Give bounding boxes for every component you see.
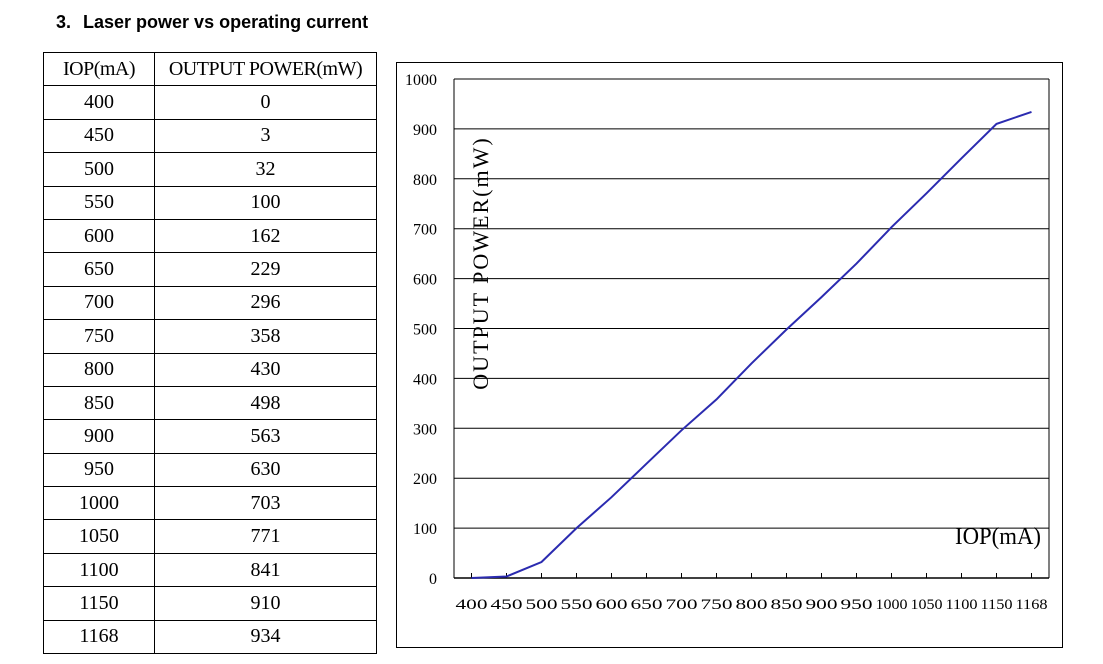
cell-iop: 1100 <box>43 552 155 588</box>
y-tick-label: 600 <box>413 272 437 289</box>
x-tick-label: 950 <box>841 597 873 613</box>
cell-iop: 950 <box>43 452 155 488</box>
cell-iop: 500 <box>43 152 155 187</box>
y-tick-label: 700 <box>413 222 437 239</box>
cell-output-power: 910 <box>154 586 377 621</box>
table-row: 850 498 <box>43 385 377 421</box>
table-row: 400 0 <box>43 85 377 120</box>
section-title: Laser power vs operating current <box>83 12 369 32</box>
data-line <box>471 110 1032 579</box>
cell-output-power: 430 <box>154 352 377 387</box>
cell-output-power: 630 <box>154 452 377 488</box>
chart-frame: 0 100 200 300 400 500 600 700 800 900 1000 400 450 50… <box>396 62 1063 648</box>
cell-output-power: 32 <box>154 152 377 187</box>
y-tick-label: 200 <box>413 471 437 488</box>
cell-iop: 1000 <box>43 486 155 521</box>
table-row: 500 32 <box>43 152 377 187</box>
table-row: 750 358 <box>43 319 377 354</box>
y-tick-label: 300 <box>413 421 437 438</box>
x-tick-label: 850 <box>771 597 803 613</box>
x-tick-label: 800 <box>736 597 768 613</box>
cell-output-power: 229 <box>154 252 377 287</box>
column-header-output-power: OUTPUT POWER(mW) <box>154 51 377 87</box>
table-row: 1100 841 <box>43 552 377 588</box>
y-axis-label: OUTPUT POWER(mW) <box>468 136 493 389</box>
x-tick-label: 1000 <box>876 597 908 613</box>
table-row: 900 563 <box>43 419 377 454</box>
power-current-table: IOP(mA) OUTPUT POWER(mW) 400 0 450 3 500 32 55… <box>43 51 377 655</box>
table-row: 1000 703 <box>43 486 377 521</box>
table-row: 550 100 <box>43 185 377 220</box>
table-row: 700 296 <box>43 285 377 321</box>
x-tick-label: 450 <box>491 597 523 613</box>
cell-output-power: 841 <box>154 552 377 588</box>
x-tick-label: 1050 <box>911 597 943 613</box>
cell-iop: 650 <box>43 252 155 287</box>
table-body: 400 0 450 3 500 32 550 100 600 162 650 229 700 296 750… <box>43 85 377 655</box>
table-row: 450 3 <box>43 118 377 154</box>
cell-iop: 1050 <box>43 519 155 554</box>
cell-output-power: 934 <box>154 619 377 655</box>
cell-iop: 850 <box>43 385 155 421</box>
y-tick-label: 0 <box>429 571 437 588</box>
cell-output-power: 3 <box>154 118 377 154</box>
y-tick-label: 1000 <box>405 72 437 89</box>
table-header-row: IOP(mA) OUTPUT POWER(mW) <box>43 51 377 87</box>
x-axis-label: IOP(mA) <box>955 524 1041 550</box>
cell-iop: 550 <box>43 185 155 220</box>
cell-iop: 750 <box>43 319 155 354</box>
cell-output-power: 703 <box>154 486 377 521</box>
cell-iop: 400 <box>43 85 155 120</box>
x-tick-label: 900 <box>806 597 838 613</box>
table-row: 650 229 <box>43 252 377 287</box>
x-tick-label: 1150 <box>981 597 1013 613</box>
cell-output-power: 162 <box>154 218 377 254</box>
x-tick-label: 1100 <box>946 597 978 613</box>
cell-output-power: 358 <box>154 319 377 354</box>
table-row: 950 630 <box>43 452 377 488</box>
x-tick-label: 1168 <box>1016 597 1048 613</box>
table-row: 1150 910 <box>43 586 377 621</box>
cell-iop: 900 <box>43 419 155 454</box>
cell-output-power: 498 <box>154 385 377 421</box>
cell-iop: 1150 <box>43 586 155 621</box>
y-tick-label: 900 <box>413 122 437 139</box>
cell-output-power: 296 <box>154 285 377 321</box>
y-tick-label: 100 <box>413 521 437 538</box>
table-row: 1168 934 <box>43 619 377 655</box>
table-row: 800 430 <box>43 352 377 387</box>
cell-output-power: 100 <box>154 185 377 220</box>
y-tick-label: 400 <box>413 371 437 388</box>
x-tick-label: 500 <box>526 597 558 613</box>
cell-iop: 800 <box>43 352 155 387</box>
y-tick-label: 800 <box>413 172 437 189</box>
x-tick-label: 650 <box>631 597 663 613</box>
x-tick-label: 400 <box>456 597 488 613</box>
y-tick-label: 500 <box>413 322 437 339</box>
cell-output-power: 771 <box>154 519 377 554</box>
x-tick-label: 700 <box>666 597 698 613</box>
cell-iop: 450 <box>43 118 155 154</box>
section-number: 3. <box>56 12 72 32</box>
x-tick-label: 750 <box>701 597 733 613</box>
cell-iop: 1168 <box>43 619 155 655</box>
table-row: 600 162 <box>43 218 377 254</box>
cell-output-power: 563 <box>154 419 377 454</box>
column-header-iop: IOP(mA) <box>43 51 155 87</box>
cell-iop: 600 <box>43 218 155 254</box>
x-tick-label: 600 <box>596 597 628 613</box>
table-row: 1050 771 <box>43 519 377 554</box>
cell-iop: 700 <box>43 285 155 321</box>
x-tick-label: 550 <box>561 597 593 613</box>
cell-output-power: 0 <box>154 85 377 120</box>
section-heading: 3. Laser power vs operating current <box>56 12 368 33</box>
